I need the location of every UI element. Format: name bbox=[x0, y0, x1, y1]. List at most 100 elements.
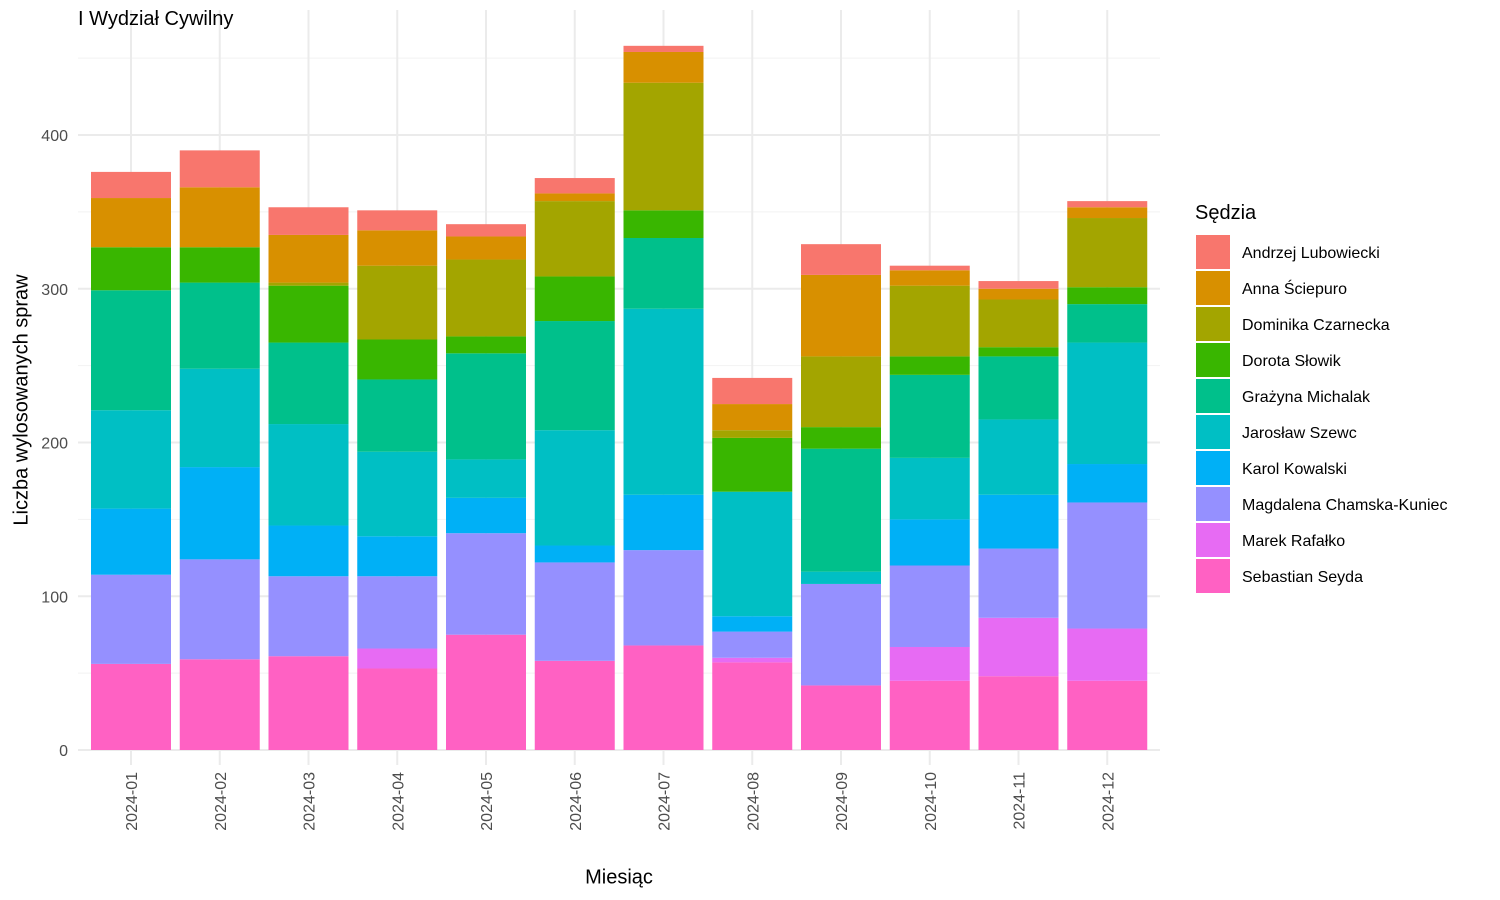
bar-segment: Grażyna Michalak 2024-10: 54 bbox=[889, 374, 970, 458]
y-tick-label: 200 bbox=[41, 436, 68, 453]
x-tick-label: 2024-12 bbox=[1100, 772, 1117, 831]
legend-label: Magdalena Chamska-Kuniec bbox=[1242, 497, 1447, 514]
bar-segment: Grażyna Michalak 2024-03: 53 bbox=[268, 342, 349, 425]
y-tick-label: 100 bbox=[41, 589, 68, 606]
bar-segment: Anna Ściepuro 2024-11: 7 bbox=[978, 288, 1059, 300]
bar-segment: Andrzej Lubowiecki 2024-09: 20 bbox=[801, 244, 881, 275]
chart-title: I Wydział Cywilny bbox=[78, 8, 234, 30]
x-tick-label: 2024-06 bbox=[568, 772, 585, 831]
bar-segment: Sebastian Seyda 2024-04: 53 bbox=[357, 668, 438, 750]
bar-segment: Sebastian Seyda 2024-12: 45 bbox=[1067, 680, 1148, 750]
legend-key bbox=[1196, 235, 1230, 269]
bar-segment: Jarosław Szewc 2024-07: 121 bbox=[623, 308, 704, 495]
bar-segment: Anna Ściepuro 2024-03: 31 bbox=[268, 234, 349, 283]
bar-segment: Andrzej Lubowiecki 2024-06: 10 bbox=[534, 178, 615, 194]
bar-segment: Sebastian Seyda 2024-06: 58 bbox=[534, 660, 615, 750]
bar-segment: Dominika Czarnecka 2024-03: 2 bbox=[268, 282, 349, 286]
legend-key bbox=[1196, 559, 1230, 593]
bar-segment: Karol Kowalski 2024-04: 26 bbox=[357, 536, 438, 577]
bar-segment: Andrzej Lubowiecki 2024-08: 17 bbox=[712, 377, 793, 405]
bar-segment: Andrzej Lubowiecki 2024-11: 5 bbox=[978, 281, 1059, 289]
bar-segment: Magdalena Chamska-Kuniec 2024-09: 66 bbox=[801, 583, 881, 686]
bar-segment: Karol Kowalski 2024-11: 35 bbox=[978, 494, 1059, 549]
legend-key bbox=[1196, 451, 1230, 485]
bar-segment: Grażyna Michalak 2024-09: 80 bbox=[801, 448, 881, 572]
x-tick-label: 2024-01 bbox=[124, 772, 141, 831]
bar-segment: Magdalena Chamska-Kuniec 2024-03: 52 bbox=[268, 576, 349, 657]
x-tick-label: 2024-09 bbox=[834, 772, 851, 831]
bar-segment: Anna Ściepuro 2024-09: 53 bbox=[801, 274, 881, 357]
x-axis-label: Miesiąc bbox=[585, 866, 653, 889]
bar-segment: Jarosław Szewc 2024-04: 55 bbox=[357, 451, 438, 537]
bar-segment: Karol Kowalski 2024-02: 60 bbox=[179, 467, 260, 560]
bar-segment: Magdalena Chamska-Kuniec 2024-05: 66 bbox=[446, 533, 526, 635]
bar-segment: Dominika Czarnecka 2024-05: 50 bbox=[446, 259, 526, 337]
bar-segment: Anna Ściepuro 2024-01: 32 bbox=[91, 198, 171, 248]
bar-segment: Magdalena Chamska-Kuniec 2024-10: 53 bbox=[889, 565, 970, 647]
bar-segment: Grażyna Michalak 2024-12: 25 bbox=[1067, 304, 1148, 343]
y-axis-label: Liczba wylosowanych spraw bbox=[10, 274, 33, 526]
bar-segment: Dorota Słowik 2024-12: 11 bbox=[1067, 287, 1148, 305]
bar-segment: Grażyna Michalak 2024-11: 41 bbox=[978, 356, 1059, 420]
bar-segment: Anna Ściepuro 2024-02: 39 bbox=[179, 187, 260, 248]
legend-key bbox=[1196, 271, 1230, 305]
bar-segment: Karol Kowalski 2024-10: 30 bbox=[889, 519, 970, 566]
bar-segment: Dorota Słowik 2024-05: 11 bbox=[446, 336, 526, 354]
bar-segment: Anna Ściepuro 2024-06: 5 bbox=[534, 193, 615, 202]
legend-label: Dominika Czarnecka bbox=[1242, 317, 1390, 334]
bar-segment: Anna Ściepuro 2024-10: 10 bbox=[889, 270, 970, 286]
bar-segment: Dorota Słowik 2024-10: 12 bbox=[889, 356, 970, 375]
x-tick-label: 2024-02 bbox=[213, 772, 230, 831]
legend-label: Dorota Słowik bbox=[1242, 353, 1342, 370]
bar-segment: Dorota Słowik 2024-06: 29 bbox=[534, 276, 615, 322]
x-tick-label: 2024-11 bbox=[1012, 772, 1029, 830]
bar-segment: Magdalena Chamska-Kuniec 2024-02: 65 bbox=[179, 559, 260, 660]
bar-segment: Anna Ściepuro 2024-12: 7 bbox=[1067, 207, 1148, 219]
legend-label: Anna Ściepuro bbox=[1242, 279, 1347, 298]
x-tick-label: 2024-03 bbox=[302, 772, 319, 831]
bar-segment: Sebastian Seyda 2024-05: 75 bbox=[446, 634, 526, 750]
bar-segment: Dorota Słowik 2024-02: 23 bbox=[179, 247, 260, 283]
bar-segment: Anna Ściepuro 2024-07: 20 bbox=[623, 51, 704, 83]
bar-segment: Jarosław Szewc 2024-10: 40 bbox=[889, 457, 970, 520]
bar-segment: Marek Rafałko 2024-08: 3 bbox=[712, 657, 793, 663]
bar-segment: Anna Ściepuro 2024-08: 17 bbox=[712, 404, 793, 431]
bar-segment: Karol Kowalski 2024-06: 11 bbox=[534, 545, 615, 563]
bar-segment: Andrzej Lubowiecki 2024-03: 18 bbox=[268, 207, 349, 235]
bar-segment: Grażyna Michalak 2024-04: 47 bbox=[357, 379, 438, 452]
legend-key bbox=[1196, 343, 1230, 377]
bar-segment: Sebastian Seyda 2024-11: 48 bbox=[978, 676, 1059, 750]
bar-segment: Magdalena Chamska-Kuniec 2024-12: 82 bbox=[1067, 502, 1148, 629]
bar-segment: Anna Ściepuro 2024-04: 23 bbox=[357, 230, 438, 266]
bar-segment: Dorota Słowik 2024-01: 28 bbox=[91, 247, 171, 291]
bars: Sebastian Seyda 2024-01: 56Magdalena Cha… bbox=[91, 45, 1148, 750]
legend-key bbox=[1196, 523, 1230, 557]
bar-segment: Karol Kowalski 2024-03: 33 bbox=[268, 525, 349, 577]
bar-segment: Karol Kowalski 2024-12: 25 bbox=[1067, 464, 1148, 503]
bar-segment: Andrzej Lubowiecki 2024-12: 4 bbox=[1067, 201, 1148, 208]
bar-segment: Magdalena Chamska-Kuniec 2024-08: 17 bbox=[712, 631, 793, 658]
bar-segment: Sebastian Seyda 2024-02: 59 bbox=[179, 659, 260, 750]
legend-label: Marek Rafałko bbox=[1242, 533, 1345, 550]
bar-segment: Sebastian Seyda 2024-08: 57 bbox=[712, 662, 793, 750]
x-tick-label: 2024-04 bbox=[390, 772, 407, 831]
x-axis-ticks: 2024-01 2024-02 2024-03 2024-04 2024-05 2024-… bbox=[124, 772, 1117, 831]
x-tick-label: 2024-07 bbox=[657, 772, 674, 831]
bar-segment: Magdalena Chamska-Kuniec 2024-06: 64 bbox=[534, 562, 615, 661]
bar-segment: Karol Kowalski 2024-05: 23 bbox=[446, 497, 526, 534]
bar-segment: Magdalena Chamska-Kuniec 2024-11: 45 bbox=[978, 548, 1059, 618]
bar-segment: Grażyna Michalak 2024-06: 71 bbox=[534, 321, 615, 431]
legend-label: Jarosław Szewc bbox=[1242, 425, 1357, 442]
bar-segment: Anna Ściepuro 2024-05: 15 bbox=[446, 236, 526, 260]
y-axis-ticks: 0 100 200 300 400 bbox=[41, 128, 68, 760]
legend-key bbox=[1196, 487, 1230, 521]
bar-segment: Andrzej Lubowiecki 2024-05: 8 bbox=[446, 224, 526, 237]
bar-segment: Jarosław Szewc 2024-02: 64 bbox=[179, 368, 260, 468]
bar-segment: Dominika Czarnecka 2024-08: 5 bbox=[712, 430, 793, 438]
x-tick-label: 2024-05 bbox=[479, 772, 496, 831]
y-tick-label: 0 bbox=[59, 743, 68, 760]
legend-key bbox=[1196, 379, 1230, 413]
legend-label: Karol Kowalski bbox=[1242, 461, 1347, 478]
bar-segment: Jarosław Szewc 2024-11: 49 bbox=[978, 419, 1059, 495]
